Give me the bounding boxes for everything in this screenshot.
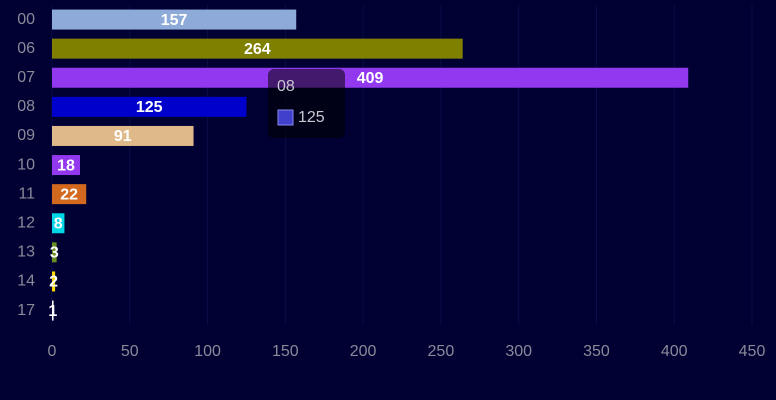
bar — [52, 38, 463, 59]
bar — [52, 300, 54, 321]
x-tick-label: 250 — [428, 343, 455, 360]
bar — [52, 213, 65, 234]
bar — [52, 9, 297, 30]
y-tick-label: 12 — [17, 214, 35, 231]
y-tick-label: 06 — [17, 40, 35, 57]
tooltip-swatch — [277, 109, 294, 126]
value-label: 157 — [161, 12, 188, 29]
x-tick-label: 0 — [48, 343, 57, 360]
bar — [52, 96, 247, 117]
y-tick-label: 07 — [17, 69, 35, 86]
plot-area: 0 50 100 150 200 250 300 350 400 450 00 157 06 264 07 4… — [17, 5, 765, 360]
bar — [52, 67, 689, 88]
y-tick-label: 13 — [17, 244, 35, 261]
y-tick-label: 17 — [17, 302, 35, 319]
x-tick-label: 100 — [194, 343, 221, 360]
x-tick-label: 200 — [350, 343, 377, 360]
x-tick-label: 400 — [661, 343, 688, 360]
y-tick-label: 11 — [18, 185, 35, 202]
value-label: 264 — [244, 41, 271, 58]
y-tick-label: 10 — [17, 156, 35, 173]
bar — [52, 155, 80, 176]
x-tick-label: 150 — [272, 343, 299, 360]
y-tick-label: 14 — [17, 273, 35, 290]
x-tick-label: 50 — [121, 343, 139, 360]
y-tick-label: 08 — [17, 98, 35, 115]
bar — [52, 271, 56, 292]
value-label: 125 — [136, 99, 163, 116]
y-tick-label: 00 — [17, 11, 35, 28]
tooltip-title: 08 — [277, 78, 295, 95]
x-tick-label: 350 — [583, 343, 610, 360]
x-tick-label: 300 — [505, 343, 532, 360]
tooltip-value: 125 — [298, 109, 325, 126]
value-label: 1 — [48, 303, 57, 320]
value-label: 22 — [60, 186, 78, 203]
x-tick-label: 450 — [739, 343, 766, 360]
value-label: 18 — [57, 157, 75, 174]
y-tick-label: 09 — [17, 127, 35, 144]
tooltip: 08 125 — [268, 69, 345, 138]
value-label: 8 — [54, 215, 63, 232]
bar — [52, 184, 87, 205]
value-label: 2 — [49, 274, 58, 291]
value-label: 91 — [114, 128, 132, 145]
bar — [52, 125, 194, 146]
value-label: 409 — [357, 70, 384, 87]
bar — [52, 242, 57, 263]
value-label: 3 — [50, 245, 59, 262]
